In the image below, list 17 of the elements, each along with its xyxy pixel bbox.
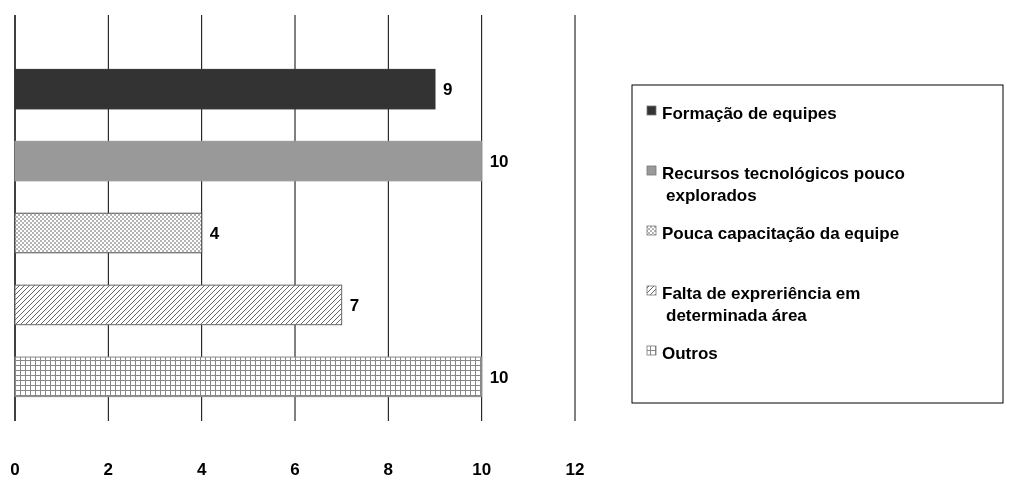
x-tick-label: 4 [196, 460, 207, 479]
x-tick-label: 2 [103, 460, 114, 479]
data-label: 10 [489, 152, 509, 172]
data-label: 10 [489, 367, 509, 387]
legend-label: Recursos tecnológicos pouco explorados [662, 163, 905, 205]
data-label: 4 [209, 223, 220, 243]
legend-label: Pouca capacitação da equipe [662, 223, 900, 243]
legend-label: Falta de expreriência em determinada área [662, 283, 861, 325]
legend-label: Formação de equipes [662, 103, 837, 123]
x-tick-label: 8 [383, 460, 394, 479]
legend-label: Outros [662, 343, 718, 363]
x-tick-label: 0 [10, 460, 20, 479]
data-label: 7 [349, 295, 360, 315]
x-tick-label: 10 [472, 460, 492, 479]
x-tick-label: 12 [565, 460, 585, 479]
x-tick-label: 6 [290, 460, 300, 479]
data-label: 9 [443, 80, 453, 100]
